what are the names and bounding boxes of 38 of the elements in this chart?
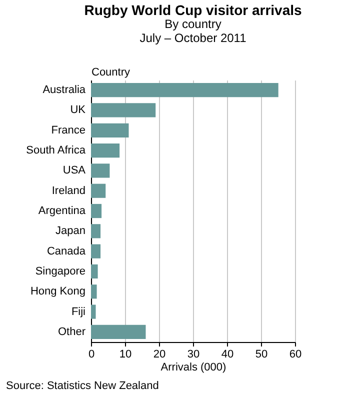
x-tick-label: 30 — [187, 348, 200, 360]
bar — [91, 304, 96, 319]
y-tick-label: France — [51, 124, 86, 136]
y-axis-title: Country — [92, 66, 131, 78]
chart-subtitle: By country July – October 2011 — [140, 17, 247, 45]
bar — [91, 204, 102, 218]
bar — [91, 244, 101, 258]
y-tick-label: Other — [58, 326, 86, 338]
bar — [91, 284, 97, 299]
x-tick-label: 0 — [88, 348, 95, 360]
y-tick-label: Hong Kong — [30, 286, 86, 298]
source-note: Source: Statistics New Zealand — [6, 380, 159, 392]
bar — [91, 123, 129, 138]
y-tick-label: South Africa — [26, 144, 86, 157]
bar — [91, 324, 146, 339]
x-tick-label: 20 — [153, 348, 166, 360]
x-axis-title: Arrivals (000) — [160, 362, 226, 374]
bar — [91, 103, 156, 118]
y-tick-label: Argentina — [38, 205, 86, 217]
bar — [91, 83, 278, 98]
bar — [91, 184, 106, 198]
y-tick-label: Fiji — [71, 306, 86, 318]
x-tick-label: 10 — [119, 348, 132, 360]
y-tick-label: Japan — [56, 225, 86, 238]
chart-title: Rugby World Cup visitor arrivals — [84, 2, 302, 18]
bar — [91, 164, 110, 178]
y-tick-label: UK — [70, 104, 86, 116]
bar — [91, 143, 120, 158]
y-tick-label: Australia — [42, 84, 86, 96]
bar — [91, 264, 98, 279]
x-tick-label: 50 — [255, 348, 268, 360]
y-tick-label: Canada — [46, 245, 86, 258]
x-tick-label: 40 — [221, 348, 234, 360]
y-tick-label: Singapore — [35, 265, 86, 278]
bar — [91, 224, 101, 238]
y-tick-label: USA — [62, 164, 86, 177]
x-tick-label: 60 — [289, 348, 302, 360]
y-tick-label: Ireland — [52, 184, 86, 197]
